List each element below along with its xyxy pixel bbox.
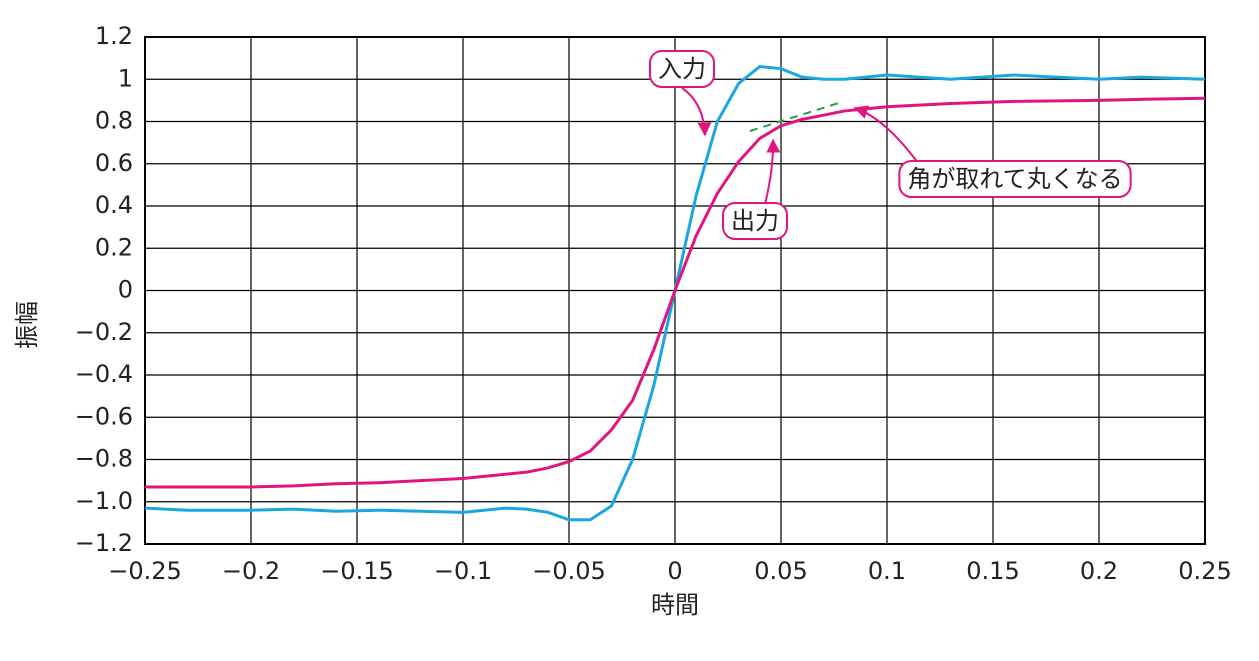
y-tick-label: 0.2 bbox=[95, 233, 133, 261]
annotation-callout: 角が取れて丸くなる bbox=[853, 105, 1132, 198]
x-axis-label: 時間 bbox=[651, 591, 699, 619]
annotation-text: 角が取れて丸くなる bbox=[907, 165, 1122, 193]
callout-box bbox=[898, 160, 1132, 198]
y-tick-label: −1.0 bbox=[75, 487, 133, 515]
x-tick-label: 0.15 bbox=[966, 557, 1019, 585]
y-tick-label: 1.2 bbox=[95, 22, 133, 50]
x-tick-label: 0.05 bbox=[754, 557, 807, 585]
x-tick-label: 0.1 bbox=[868, 557, 906, 585]
series-line bbox=[144, 65, 1206, 522]
y-axis-label: 振幅 bbox=[13, 301, 41, 349]
y-tick-label: 0 bbox=[118, 276, 133, 304]
input-callout: 入力 bbox=[649, 50, 715, 137]
x-tick-label: −0.25 bbox=[108, 557, 182, 585]
callout-box bbox=[649, 50, 715, 88]
x-tick-label: −0.1 bbox=[434, 557, 492, 585]
x-tick-label: −0.15 bbox=[320, 557, 394, 585]
callout-text: 出力 bbox=[731, 207, 779, 235]
tangent-hint bbox=[749, 101, 843, 132]
y-tick-label: 1 bbox=[118, 64, 133, 92]
y-tick-label: 0.8 bbox=[95, 107, 133, 135]
callout-box bbox=[722, 202, 788, 240]
y-tick-label: 0.6 bbox=[95, 149, 133, 177]
y-tick-label: −0.4 bbox=[75, 360, 133, 388]
x-tick-label: 0 bbox=[667, 557, 682, 585]
y-tick-label: −0.8 bbox=[75, 445, 133, 473]
x-tick-label: 0.2 bbox=[1080, 557, 1118, 585]
x-tick-label: 0.25 bbox=[1178, 557, 1231, 585]
callout-arrow bbox=[681, 87, 712, 137]
x-tick-label: −0.05 bbox=[532, 557, 606, 585]
callout-text: 入力 bbox=[658, 55, 706, 83]
y-tick-label: −0.2 bbox=[75, 318, 133, 346]
x-tick-label: −0.2 bbox=[222, 557, 280, 585]
y-tick-label: 0.4 bbox=[95, 191, 133, 219]
y-tick-label: −0.6 bbox=[75, 402, 133, 430]
output-callout: 出力 bbox=[722, 138, 788, 241]
y-tick-label: −1.2 bbox=[75, 529, 133, 557]
plot-border bbox=[144, 36, 1206, 545]
series-line bbox=[145, 96, 1206, 489]
